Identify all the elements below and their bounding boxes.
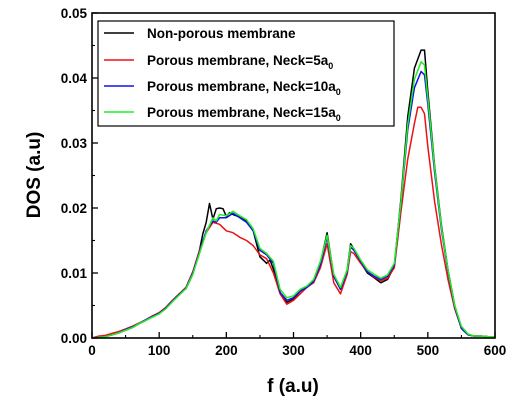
series-line-4 [91, 61, 495, 339]
x-axis-title: f (a.u) [267, 376, 319, 397]
x-tick-label: 300 [282, 343, 305, 358]
series-line-2 [91, 106, 495, 339]
y-tick-label: 0.02 [61, 201, 87, 216]
legend-label-1: Non-porous membrane [147, 26, 296, 41]
x-axis-ticks: 0 100 200 300 400 500 600 [88, 332, 506, 358]
x-tick-label: 0 [88, 343, 96, 358]
legend-label-4: Porous membrane, Neck=15a0 [147, 105, 341, 123]
legend-label-3: Porous membrane, Neck=10a0 [147, 79, 341, 97]
x-tick-label: 600 [484, 343, 507, 358]
legend-label-2: Porous membrane, Neck=5a0 [147, 53, 333, 71]
y-tick-label: 0.01 [61, 266, 88, 281]
legend-box [97, 20, 395, 127]
y-tick-label: 0.04 [61, 71, 88, 86]
x-tick-label: 500 [417, 343, 440, 358]
y-axis-title: DOS (a.u) [24, 132, 45, 219]
x-tick-label: 200 [215, 343, 238, 358]
legend: Non-porous membrane Porous membrane, Neck… [97, 20, 395, 127]
x-tick-label: 400 [349, 343, 372, 358]
y-tick-label: 0.05 [61, 6, 88, 21]
x-tick-label: 100 [148, 343, 171, 358]
series-layer [91, 49, 495, 339]
y-tick-label: 0.00 [61, 331, 87, 346]
y-axis-ticks: 0.00 0.01 0.02 0.03 0.04 0.05 [61, 6, 98, 346]
y-tick-label: 0.03 [61, 136, 88, 151]
